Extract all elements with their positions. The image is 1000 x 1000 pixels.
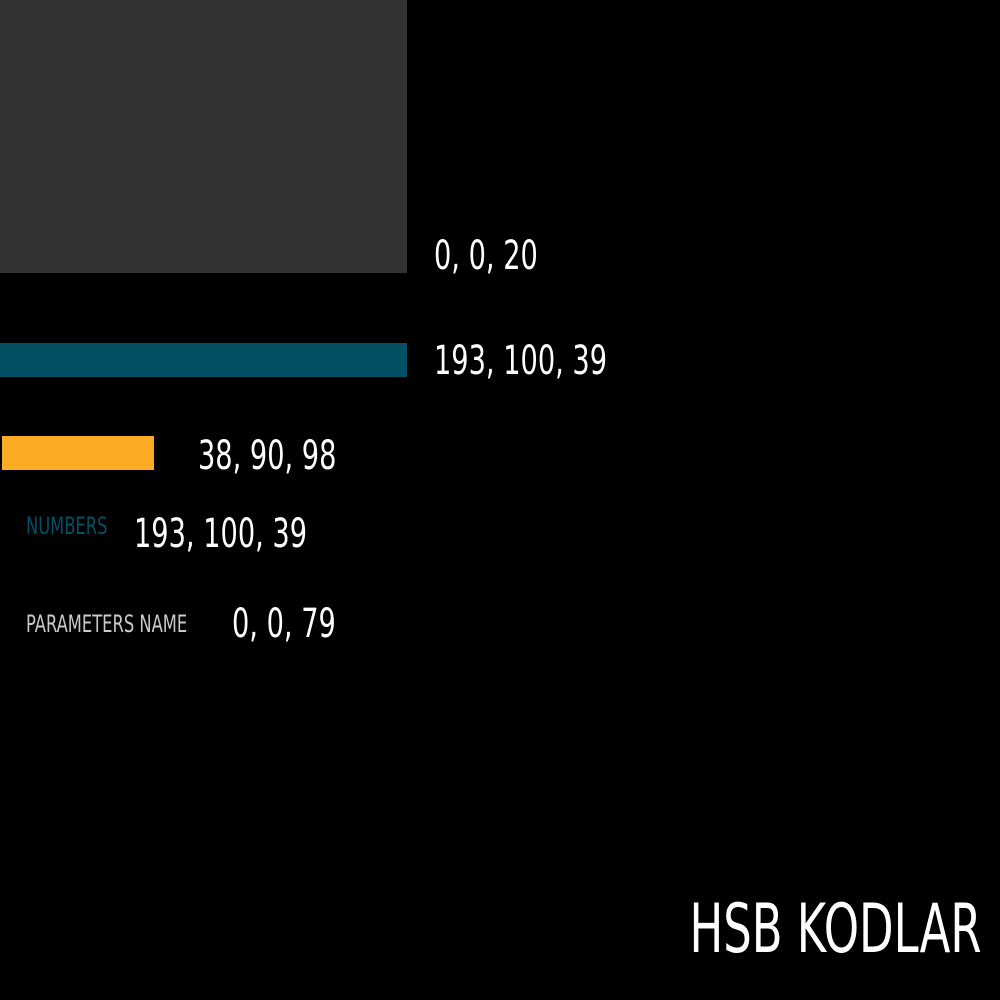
- orange-hsb-code: 38, 90, 98: [198, 433, 337, 479]
- parameters-name-label: PARAMETERS NAME: [26, 610, 188, 638]
- page-title: HSB KODLAR: [689, 890, 982, 969]
- teal-swatch: [0, 343, 407, 377]
- parameters-name-hsb-code: 0, 0, 79: [232, 601, 336, 647]
- dark-gray-swatch: [0, 0, 407, 273]
- teal-hsb-code: 193, 100, 39: [434, 338, 608, 384]
- dark-gray-hsb-code: 0, 0, 20: [434, 233, 538, 279]
- numbers-hsb-code: 193, 100, 39: [134, 511, 308, 557]
- numbers-label: NUMBERS: [26, 512, 108, 540]
- orange-swatch: [2, 436, 154, 470]
